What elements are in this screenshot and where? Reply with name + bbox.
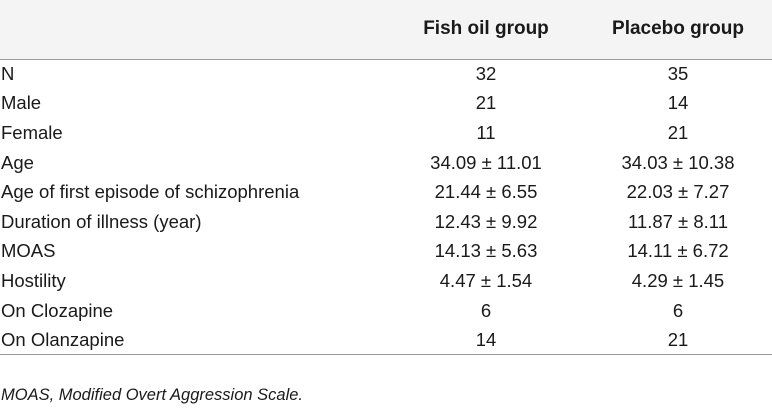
placebo-value: 21: [584, 325, 772, 356]
row-label: Age: [1, 151, 34, 173]
demographics-table: Fish oil group Placebo group N 32 35 Male 21…: [0, 0, 772, 356]
fish-oil-value: 11: [476, 121, 496, 143]
fish-oil-value: 12.43 ± 9.92: [434, 210, 538, 232]
placebo-value: 4.29 ± 1.45: [631, 269, 725, 291]
table-row: Duration of illness (year) 12.43 ± 9.92 11…: [0, 207, 772, 237]
row-label: On Olanzapine: [0, 325, 388, 356]
header-cell-placebo: Placebo group: [584, 0, 772, 60]
fish-oil-value: 34.09 ± 11.01: [430, 151, 542, 173]
fish-oil-value: 14: [388, 325, 584, 356]
fish-oil-value: 4.47 ± 1.54: [439, 269, 533, 291]
table-row: N 32 35: [0, 59, 772, 89]
table-row: On Clozapine 6 6: [0, 296, 772, 326]
placebo-value: 34.03 ± 10.38: [621, 151, 735, 173]
row-label: Male: [1, 92, 42, 114]
fish-oil-value: 14.13 ± 5.63: [434, 240, 538, 262]
table-row: Female 11 21: [0, 118, 772, 148]
row-label: N: [1, 63, 15, 85]
table-footnote: MOAS, Modified Overt Aggression Scale.: [1, 386, 304, 404]
row-label: On Clozapine: [1, 299, 114, 321]
table-header: Fish oil group Placebo group: [0, 0, 772, 60]
table-container: Fish oil group Placebo group N 32 35 Male 21…: [0, 0, 772, 356]
placebo-value: 14.11 ± 6.72: [627, 240, 729, 262]
table-row: Hostility 4.47 ± 1.54 4.29 ± 1.45: [0, 266, 772, 296]
placebo-value: 35: [667, 63, 689, 85]
fish-oil-value: 32: [475, 63, 497, 85]
row-label: MOAS: [1, 240, 56, 262]
placebo-value: 11.87 ± 8.11: [628, 210, 728, 232]
header-row: Fish oil group Placebo group: [0, 0, 772, 60]
placebo-value: 14: [667, 92, 689, 114]
table-row: Age of first episode of schizophrenia 21.…: [0, 177, 772, 207]
placebo-value: 6: [672, 299, 684, 321]
header-cell-label: [0, 0, 388, 60]
table-row: On Olanzapine 14 21: [0, 325, 772, 356]
table-body: N 32 35 Male 21 14 Female 11 21 Age 34.09 ± 11.01 3…: [0, 59, 772, 356]
fish-oil-value: 21.44 ± 6.55: [434, 181, 538, 203]
placebo-value: 21: [667, 121, 689, 143]
table-row: Age 34.09 ± 11.01 34.03 ± 10.38: [0, 148, 772, 178]
header-cell-fish-oil: Fish oil group: [388, 0, 584, 60]
fish-oil-value: 21: [475, 92, 497, 114]
row-label: Age of first episode of schizophrenia: [1, 181, 300, 203]
row-label: Duration of illness (year): [1, 210, 202, 232]
fish-oil-value: 6: [480, 299, 492, 321]
placebo-value: 22.03 ± 7.27: [626, 181, 730, 203]
table-row: Male 21 14: [0, 89, 772, 119]
row-label: Hostility: [1, 269, 66, 291]
row-label: Female: [1, 121, 63, 143]
table-row: MOAS 14.13 ± 5.63 14.11 ± 6.72: [0, 237, 772, 267]
